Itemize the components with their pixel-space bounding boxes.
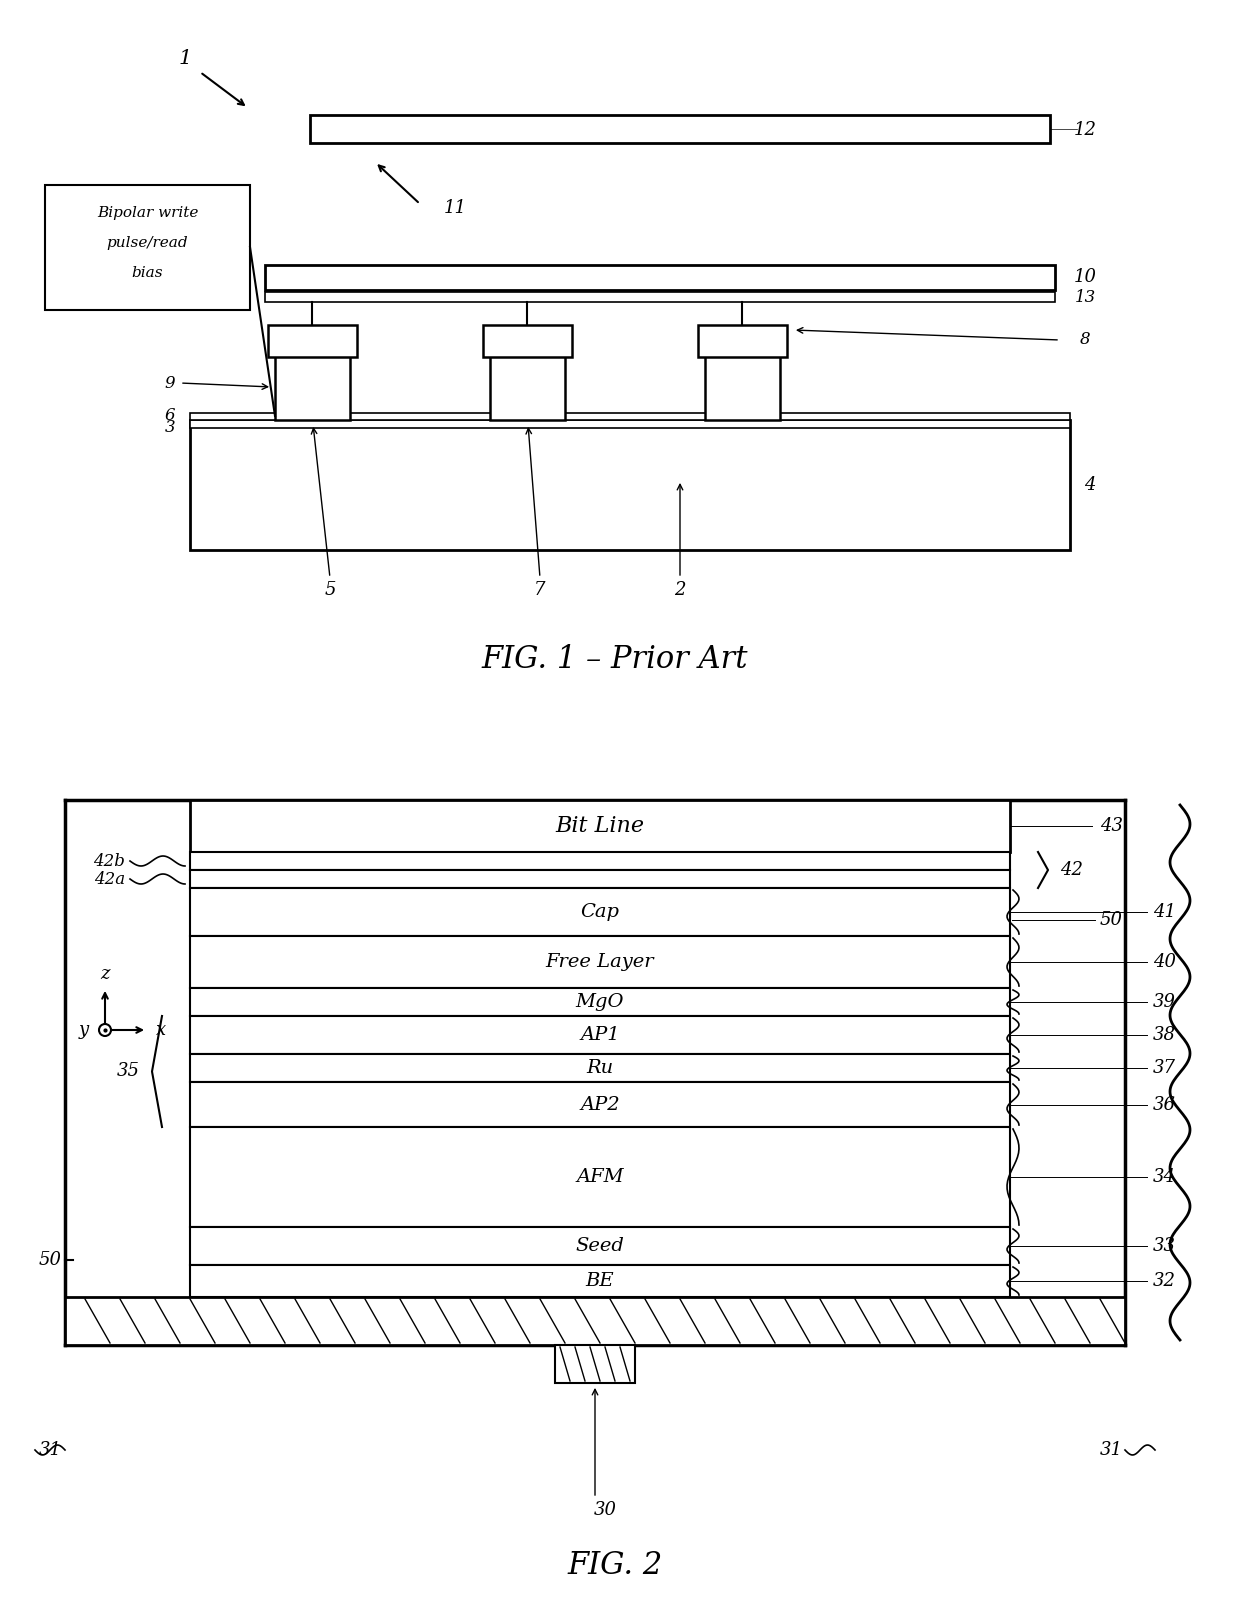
Text: 3: 3 [165, 418, 175, 436]
Bar [190, 870, 1011, 888]
Text: bias: bias [131, 267, 164, 279]
Text: 50: 50 [38, 1250, 62, 1270]
Bar [190, 888, 1011, 936]
Text: 8: 8 [1080, 332, 1090, 348]
Bar [268, 326, 357, 358]
Bar [190, 989, 1011, 1016]
Text: 10: 10 [1074, 268, 1096, 286]
Bar [265, 265, 1055, 291]
Text: 5: 5 [324, 581, 336, 599]
Text: 38: 38 [1153, 1025, 1176, 1044]
Text: 7: 7 [534, 581, 546, 599]
Bar [190, 800, 1011, 853]
Text: 41: 41 [1153, 902, 1176, 921]
Text: y: y [79, 1020, 89, 1040]
Bar [265, 292, 1055, 302]
Text: 43: 43 [1100, 818, 1123, 835]
Bar [556, 1345, 635, 1383]
Circle shape [99, 1024, 112, 1036]
Text: Seed: Seed [575, 1238, 625, 1255]
Text: 42a: 42a [94, 870, 125, 888]
Text: 32: 32 [1153, 1271, 1176, 1290]
Bar [310, 115, 1050, 144]
Text: 34: 34 [1153, 1167, 1176, 1187]
Text: 31: 31 [1100, 1440, 1123, 1460]
Text: AFM: AFM [577, 1167, 624, 1187]
Text: 1: 1 [179, 48, 192, 67]
Text: Free Layer: Free Layer [546, 953, 655, 971]
Text: 30: 30 [594, 1501, 616, 1519]
Text: BE: BE [585, 1271, 614, 1290]
Text: 13: 13 [1074, 289, 1096, 305]
Bar [190, 414, 1070, 420]
Text: 9: 9 [165, 375, 175, 391]
Text: Bit Line: Bit Line [556, 814, 645, 837]
Bar [190, 1127, 1011, 1226]
Bar [45, 185, 250, 310]
Text: 37: 37 [1153, 1059, 1176, 1076]
Text: 11: 11 [444, 200, 466, 217]
Text: MgO: MgO [575, 993, 624, 1011]
Text: Cap: Cap [580, 902, 620, 921]
Bar [698, 326, 787, 358]
Bar [490, 355, 565, 420]
Bar [190, 420, 1070, 428]
Bar [190, 853, 1011, 870]
Text: AP2: AP2 [580, 1096, 620, 1113]
Bar [190, 936, 1011, 989]
Bar [706, 355, 780, 420]
Text: pulse/read: pulse/read [107, 236, 188, 251]
Bar [64, 1297, 1125, 1345]
Bar [275, 355, 350, 420]
Text: 36: 36 [1153, 1096, 1176, 1113]
Bar [484, 326, 572, 358]
Text: 42b: 42b [93, 853, 125, 869]
Text: 33: 33 [1153, 1238, 1176, 1255]
Text: 6: 6 [165, 407, 175, 425]
Text: x: x [156, 1020, 166, 1040]
Text: 2: 2 [675, 581, 686, 599]
Text: 50: 50 [1100, 910, 1123, 929]
Bar [190, 1054, 1011, 1083]
Text: Ru: Ru [587, 1059, 614, 1076]
Text: 42: 42 [1060, 861, 1083, 878]
Text: FIG. 2: FIG. 2 [568, 1549, 662, 1581]
Bar [190, 1083, 1011, 1127]
Text: FIG. 1 – Prior Art: FIG. 1 – Prior Art [482, 645, 748, 676]
Text: 4: 4 [1084, 476, 1096, 493]
Text: 31: 31 [38, 1440, 62, 1460]
Text: 35: 35 [117, 1062, 140, 1081]
Text: Bipolar write: Bipolar write [97, 206, 198, 220]
Text: z: z [100, 965, 110, 984]
Bar [190, 1265, 1011, 1297]
Bar [190, 1016, 1011, 1054]
Bar [190, 1226, 1011, 1265]
Text: 39: 39 [1153, 993, 1176, 1011]
Text: AP1: AP1 [580, 1025, 620, 1044]
Bar [190, 420, 1070, 549]
Text: 40: 40 [1153, 953, 1176, 971]
Text: 12: 12 [1074, 121, 1096, 139]
